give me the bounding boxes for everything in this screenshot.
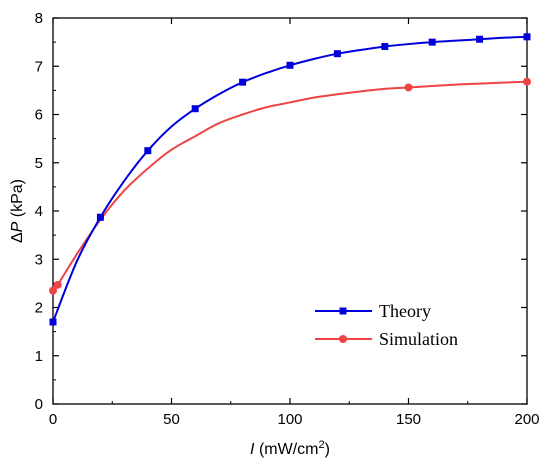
tick-labels: 0 50 100 150 200 0 1 2 3 4 5 6 7 8 (35, 10, 540, 428)
y-tick-label: 2 (35, 300, 43, 317)
series-line-simulation (52, 80, 528, 292)
x-tick-label: 50 (163, 411, 180, 428)
data-point-theory (428, 38, 436, 46)
legend-label-theory: Theory (379, 301, 431, 321)
data-point-simulation (523, 77, 531, 86)
legend-label-simulation: Simulation (379, 329, 458, 349)
legend-entry-theory: Theory (315, 301, 431, 321)
y-tick-label: 5 (35, 155, 43, 172)
x-tick-label: 150 (396, 411, 421, 428)
data-point-simulation (49, 286, 57, 295)
data-point-theory (476, 35, 484, 43)
y-tick-label: 3 (35, 251, 43, 268)
x-tick-label: 200 (514, 411, 539, 428)
data-point-theory (239, 78, 247, 86)
data-point-theory (523, 33, 531, 41)
data-point-theory (96, 213, 104, 221)
data-point-theory (49, 318, 57, 326)
data-point-theory (381, 42, 389, 50)
y-tick-label: 7 (35, 58, 43, 75)
y-axis-label: ΔP (kPa) (9, 179, 26, 243)
y-tick-label: 6 (35, 107, 43, 124)
data-point-simulation (53, 280, 62, 289)
data-point-theory (333, 50, 341, 58)
x-tick-label: 100 (277, 411, 302, 428)
y-tick-label: 0 (35, 396, 43, 413)
data-point-theory (191, 105, 199, 113)
series-group (49, 33, 531, 326)
data-point-theory (286, 61, 294, 69)
x-tick-label: 0 (49, 411, 57, 428)
legend-marker-theory (339, 307, 347, 315)
y-tick-label: 8 (35, 10, 43, 27)
data-point-theory (144, 147, 152, 155)
legend: Theory Simulation (315, 301, 458, 349)
y-tick-label: 1 (35, 348, 43, 365)
legend-entry-simulation: Simulation (315, 329, 458, 349)
axis-ticks (52, 17, 528, 405)
legend-marker-simulation (339, 335, 347, 343)
y-tick-label: 4 (35, 203, 43, 220)
data-point-simulation (404, 83, 413, 92)
series-line-theory (52, 35, 528, 323)
x-axis-label: I (mW/cm2) (250, 439, 330, 458)
